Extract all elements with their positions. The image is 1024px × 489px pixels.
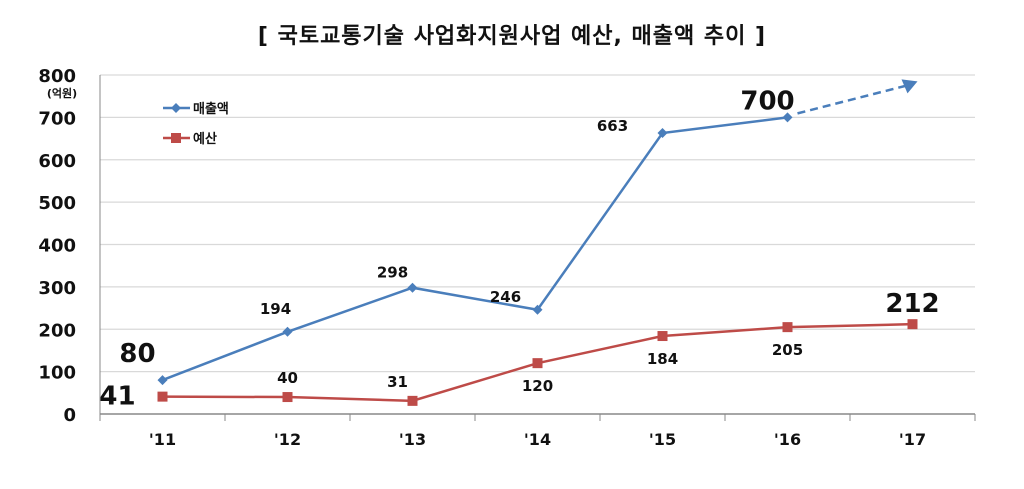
legend-marker [171,103,181,113]
legend-label: 예산 [193,131,217,147]
data-label: 120 [522,377,553,395]
data-label: 80 [119,339,155,369]
data-point [157,375,168,386]
y-tick-label: 800 [38,66,76,87]
data-label: 40 [277,369,298,387]
trend-arrow-line [797,84,908,115]
data-point [407,395,418,406]
legend-marker [171,133,181,143]
data-label: 205 [772,341,803,359]
x-tick-label: '12 [274,430,301,449]
data-point [907,319,918,330]
x-tick-label: '16 [774,430,801,449]
data-point [782,322,793,333]
y-tick-label: 500 [38,193,76,214]
y-tick-label: 600 [38,151,76,172]
data-point [657,331,668,342]
data-label: 663 [597,117,628,135]
data-label: 31 [387,373,408,391]
data-point [282,392,293,403]
y-tick-label: 0 [63,405,76,426]
y-tick-label: 300 [38,278,76,299]
data-point [782,112,793,123]
legend-label: 매출액 [193,101,229,117]
data-label: 298 [377,264,408,282]
y-tick-label: 200 [38,320,76,341]
x-tick-label: '11 [149,430,176,449]
y-tick-label: 100 [38,363,76,384]
data-point [532,304,543,315]
x-tick-label: '17 [899,430,926,449]
x-tick-label: '14 [524,430,551,449]
y-tick-label: 700 [38,108,76,129]
series-line-0 [162,116,788,382]
y-axis-unit: (억원) [47,86,77,100]
trend-arrow-head [901,79,918,94]
x-tick-label: '13 [399,430,426,449]
data-label: 194 [260,300,291,318]
data-point [282,326,293,337]
chart-title: [ 국토교통기술 사업화지원사업 예산, 매출액 추이 ] [257,24,767,49]
data-label: 700 [740,86,794,116]
y-tick-label: 400 [38,236,76,257]
data-label: 184 [647,350,678,368]
data-point [532,358,543,369]
data-label: 212 [885,289,939,319]
data-point [657,128,668,139]
x-tick-label: '15 [649,430,676,449]
data-point [157,391,168,402]
data-point [407,282,418,293]
data-label: 41 [99,382,135,412]
data-label: 246 [490,288,521,306]
